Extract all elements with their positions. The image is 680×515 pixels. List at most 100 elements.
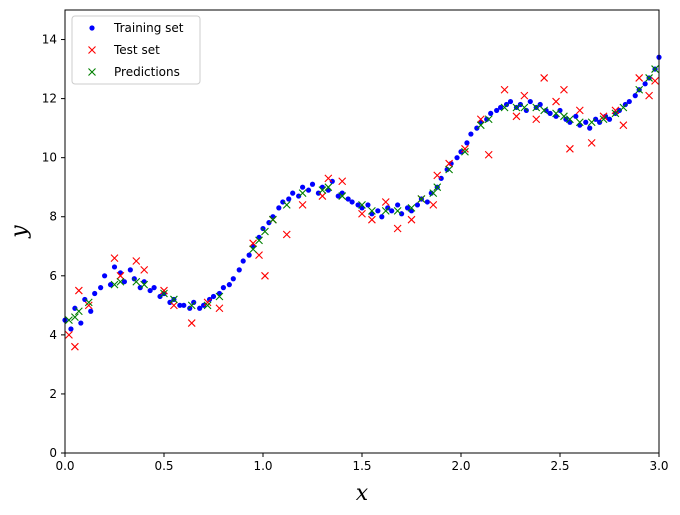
legend-label: Test set (113, 43, 160, 57)
x-tick-label: 0.5 (154, 459, 173, 473)
data-point (385, 205, 391, 211)
data-point (645, 91, 653, 100)
data-point (424, 199, 430, 205)
data-point (226, 282, 232, 288)
data-point (484, 150, 493, 159)
data-point (399, 211, 405, 217)
data-point (203, 301, 212, 310)
data-point (84, 298, 93, 307)
data-point (147, 287, 153, 294)
data-point (78, 320, 84, 326)
y-tick-label: 2 (49, 387, 57, 401)
data-point (160, 286, 168, 295)
data-point (540, 74, 549, 82)
data-point (329, 178, 335, 184)
x-axis-label: x (356, 481, 369, 506)
legend-label: Training set (113, 21, 184, 35)
data-point (429, 189, 438, 197)
data-point (210, 293, 217, 300)
x-tick-label: 2.0 (451, 459, 470, 473)
data-point (498, 104, 504, 111)
data-point (512, 103, 521, 112)
data-point (587, 125, 593, 131)
data-point (500, 103, 509, 112)
data-point (324, 174, 333, 183)
data-point (266, 220, 272, 226)
data-point (282, 230, 291, 239)
data-point (137, 285, 143, 291)
data-point (349, 199, 355, 205)
data-point (404, 205, 411, 211)
data-point (84, 301, 93, 310)
data-point (500, 85, 509, 94)
y-tick-label: 8 (49, 210, 57, 224)
data-point (286, 196, 292, 202)
data-point (127, 267, 133, 273)
data-point (240, 258, 246, 264)
data-point (157, 293, 163, 300)
data-point (532, 115, 541, 124)
data-point (593, 116, 599, 122)
data-point (645, 74, 653, 82)
data-point (557, 107, 563, 114)
x-axis-ticks: 0.0 0.5 1.0 1.5 2.0 2.5 3.0 (55, 453, 669, 473)
data-point (517, 101, 524, 108)
data-point (393, 224, 402, 233)
data-point (110, 254, 119, 262)
y-tick-label: 10 (42, 151, 57, 165)
data-point (552, 109, 560, 118)
data-point (298, 201, 307, 209)
data-point (527, 98, 533, 105)
data-point (201, 302, 207, 308)
y-tick-label: 12 (42, 92, 57, 106)
data-point (318, 186, 327, 195)
data-point (255, 236, 263, 245)
data-point (132, 277, 141, 286)
data-point (140, 266, 149, 274)
y-tick-label: 0 (49, 446, 57, 460)
data-point (560, 85, 568, 94)
data-point (599, 115, 608, 124)
data-point (72, 305, 78, 311)
data-point (635, 85, 644, 94)
data-point (532, 103, 541, 112)
data-point (71, 313, 79, 322)
series-2 (65, 65, 659, 324)
data-point (236, 267, 242, 273)
data-point (140, 280, 149, 289)
data-point (575, 106, 584, 115)
data-point (575, 118, 584, 127)
data-point (203, 298, 212, 307)
data-point (160, 289, 168, 298)
data-point (468, 131, 474, 137)
data-point (454, 155, 460, 161)
data-point (632, 93, 638, 99)
data-point (606, 116, 613, 122)
data-point (616, 107, 623, 114)
data-point (187, 301, 196, 310)
data-point (537, 101, 543, 108)
legend-marker (88, 46, 96, 54)
data-point (65, 316, 73, 324)
data-point (560, 112, 568, 121)
data-point (71, 342, 79, 351)
data-point (494, 107, 500, 114)
data-point (181, 302, 187, 308)
data-point (261, 227, 269, 236)
data-point (215, 292, 224, 301)
data-point (318, 192, 327, 200)
data-point (414, 202, 421, 208)
data-point (191, 299, 197, 305)
legend-box (71, 15, 201, 85)
data-point (230, 276, 236, 282)
data-point (187, 319, 196, 327)
data-point (121, 279, 127, 285)
data-point (587, 118, 596, 127)
data-point (249, 245, 257, 254)
data-point (540, 106, 549, 115)
data-point (461, 147, 469, 156)
data-point (355, 202, 361, 208)
data-point (429, 201, 438, 209)
data-point (305, 187, 312, 193)
